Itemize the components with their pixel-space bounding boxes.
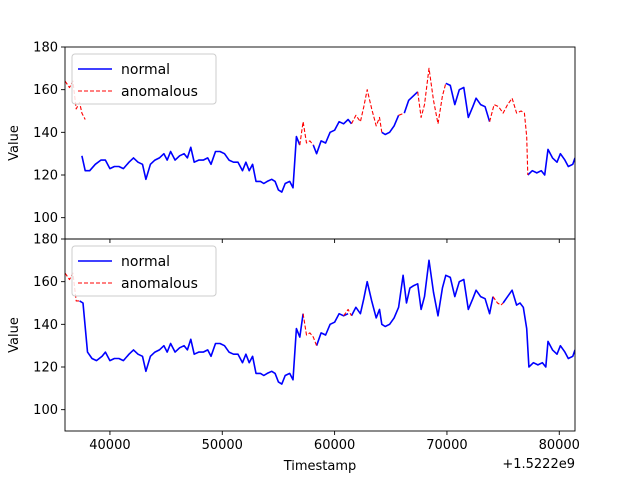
- series-line-normal: [315, 312, 349, 346]
- series-line-anomalous: [302, 313, 318, 346]
- y-tick-label: 160: [33, 275, 58, 290]
- series-group: [65, 259, 575, 385]
- series-line-anomalous: [489, 97, 529, 176]
- series-line-anomalous: [417, 67, 447, 125]
- top-panel: 100 120 140 160 180 Value normal anomalous: [7, 41, 576, 243]
- series-line-anomalous: [351, 89, 383, 133]
- x-tick-label: 60000: [314, 438, 355, 453]
- series-line-normal: [350, 259, 494, 328]
- series-line-normal: [445, 82, 491, 122]
- y-tick-label: 100: [33, 211, 58, 226]
- series-line-normal: [79, 300, 304, 385]
- series-group: [65, 67, 575, 193]
- series-line-anomalous: [65, 80, 86, 120]
- x-tick-label: 70000: [426, 438, 467, 453]
- legend-label-normal: normal: [121, 254, 170, 270]
- y-tick-label: 160: [33, 83, 58, 98]
- x-tick-label: 50000: [202, 438, 243, 453]
- y-tick-label: 120: [33, 361, 58, 376]
- series-line-normal: [381, 114, 400, 136]
- series-line-anomalous: [299, 121, 314, 146]
- y-tick-label: 180: [33, 233, 58, 248]
- x-axis-label: Timestamp: [283, 459, 357, 474]
- series-line-anomalous: [343, 308, 352, 317]
- series-line-normal: [527, 148, 575, 176]
- x-tick-label: 80000: [539, 438, 580, 453]
- legend-label-anomalous: anomalous: [121, 84, 198, 100]
- series-line-normal: [403, 91, 419, 114]
- bottom-panel: 100 120 140 160 180 Value 40000 50000 60000 70000…: [7, 233, 580, 454]
- y-tick-label: 120: [33, 169, 58, 184]
- y-tick-label: 140: [33, 126, 58, 141]
- legend-label-anomalous: anomalous: [121, 276, 198, 292]
- series-line-normal: [502, 289, 575, 368]
- y-tick-label: 100: [33, 403, 58, 418]
- series-line-anomalous: [398, 112, 405, 116]
- x-axis-offset-label: +1.5222e9: [502, 457, 575, 472]
- series-line-normal: [81, 135, 301, 193]
- series-line-normal: [312, 118, 353, 155]
- legend: normal anomalous: [71, 245, 217, 297]
- y-tick-label: 140: [33, 318, 58, 333]
- series-line-anomalous: [492, 296, 504, 306]
- axes-frame: [64, 238, 576, 432]
- legend: normal anomalous: [71, 53, 217, 105]
- y-tick-label: 180: [33, 41, 58, 56]
- y-axis-label: Value: [7, 125, 22, 161]
- legend-label-normal: normal: [121, 62, 170, 78]
- y-axis-label: Value: [7, 317, 22, 353]
- x-tick-label: 40000: [89, 438, 130, 453]
